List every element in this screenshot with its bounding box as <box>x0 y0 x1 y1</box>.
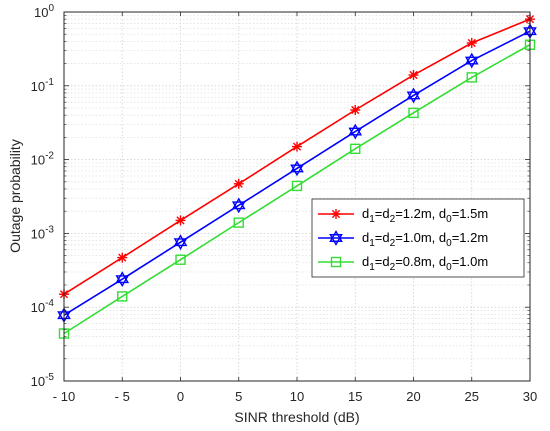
legend-entry: d1=d2=1.2m, d0=1.5m <box>318 206 488 225</box>
x-axis-title: SINR threshold (dB) <box>234 409 359 425</box>
legend-label-text: =d <box>375 206 390 221</box>
legend-label: d1=d2=1.0m, d0=1.2m <box>362 230 488 249</box>
series-1-point <box>117 252 128 263</box>
plot-background <box>64 12 530 381</box>
y-axis-title: Outage probability <box>7 139 23 253</box>
legend-label-subscript: 0 <box>446 238 452 249</box>
legend-label-subscript: 2 <box>390 214 396 225</box>
series-3-point <box>291 180 303 192</box>
series-3-line <box>63 44 531 335</box>
legend-label-subscript: 0 <box>446 262 452 273</box>
series-3-point <box>117 291 128 302</box>
y-tick-label-exponent: 0 <box>48 3 54 14</box>
series-3-point <box>233 217 244 228</box>
legend-label-text: =d <box>375 254 390 269</box>
x-tick-label: 5 <box>235 389 242 404</box>
legend-label-text: d <box>362 230 369 245</box>
y-tick-label: 10-3 <box>31 224 55 241</box>
y-tick-label-base: 10 <box>31 79 45 94</box>
series-layer <box>57 14 537 339</box>
legend-label-text: =1.0m, d <box>395 230 446 245</box>
legend-label-subscript: 2 <box>390 238 396 249</box>
series-3 <box>58 39 536 339</box>
legend-label-subscript: 1 <box>369 214 375 225</box>
y-tick-label: 10-4 <box>31 298 55 315</box>
legend-entry: d1=d2=1.0m, d0=1.2m <box>318 230 488 249</box>
x-tick-label: 30 <box>523 389 537 404</box>
x-tick-label: - 10 <box>53 389 75 404</box>
legend-label-subscript: 1 <box>369 238 375 249</box>
y-tick-label-base: 10 <box>31 153 45 168</box>
series-3-point <box>466 72 477 83</box>
series-1-point <box>466 38 477 49</box>
y-tick-label: 100 <box>34 3 54 20</box>
legend-label-text: =1.2m, d <box>395 206 446 221</box>
y-tick-label: 10-5 <box>31 372 55 389</box>
legend-label-text: =1.2m <box>452 230 489 245</box>
legend-swatch-marker <box>329 230 343 246</box>
legend-entry: d1=d2=0.8m, d0=1.0m <box>318 254 488 273</box>
series-3-point <box>175 254 186 265</box>
series-1-point <box>292 141 302 152</box>
grid <box>64 12 530 381</box>
series-2-point <box>406 87 421 104</box>
y-tick-label-base: 10 <box>34 5 48 20</box>
series-1-point <box>408 70 419 81</box>
series-3-point <box>408 107 419 119</box>
legend-label-subscript: 2 <box>390 262 396 273</box>
y-tick-label-base: 10 <box>31 300 45 315</box>
y-tick-label-exponent: -3 <box>45 224 54 235</box>
axes: - 10- 5 0 5 10 15 20 25 3010-510-410-310-210-11… <box>31 3 538 404</box>
legend-label-text: =d <box>375 230 390 245</box>
legend-box <box>311 198 525 278</box>
series-2-point <box>464 52 479 69</box>
series-2-point <box>231 197 246 214</box>
y-tick-label: 10-1 <box>31 77 55 94</box>
legend-label-text: =0.8m, d <box>395 254 446 269</box>
series-2-point <box>290 160 304 177</box>
x-tick-label: 0 <box>177 389 184 404</box>
y-tick-label-exponent: -5 <box>45 372 54 383</box>
y-tick-label: 10-2 <box>31 151 55 168</box>
series-1-point <box>350 104 361 115</box>
x-tick-label: 20 <box>406 389 420 404</box>
series-1-point <box>175 215 186 226</box>
series-2-line <box>63 30 531 316</box>
x-tick-label: - 5 <box>115 389 130 404</box>
series-2-point <box>173 234 188 251</box>
legend-label: d1=d2=0.8m, d0=1.0m <box>362 254 488 273</box>
series-2-point <box>115 271 130 288</box>
y-tick-label-exponent: -4 <box>45 298 54 309</box>
series-1-point <box>233 178 244 189</box>
series-2-point <box>348 123 363 140</box>
legend-swatch-marker <box>330 256 342 268</box>
legend-label-text: =1.0m <box>452 254 489 269</box>
y-tick-label-base: 10 <box>31 226 45 241</box>
x-tick-label: 10 <box>290 389 304 404</box>
legend-label-text: d <box>362 206 369 221</box>
series-1 <box>59 14 535 300</box>
x-tick-label: 25 <box>465 389 479 404</box>
legend-label-text: d <box>362 254 369 269</box>
legend-label-subscript: 0 <box>446 214 452 225</box>
legend-label-text: =1.5m <box>452 206 489 221</box>
series-3-point <box>350 143 361 155</box>
legend-label-subscript: 1 <box>369 262 375 273</box>
x-tick-label: 15 <box>348 389 362 404</box>
legend-swatch-marker <box>331 209 341 219</box>
y-tick-label-base: 10 <box>31 374 45 389</box>
y-tick-label-exponent: -1 <box>45 77 54 88</box>
y-tick-label-exponent: -2 <box>45 151 54 162</box>
legend-label: d1=d2=1.2m, d0=1.5m <box>362 206 488 225</box>
